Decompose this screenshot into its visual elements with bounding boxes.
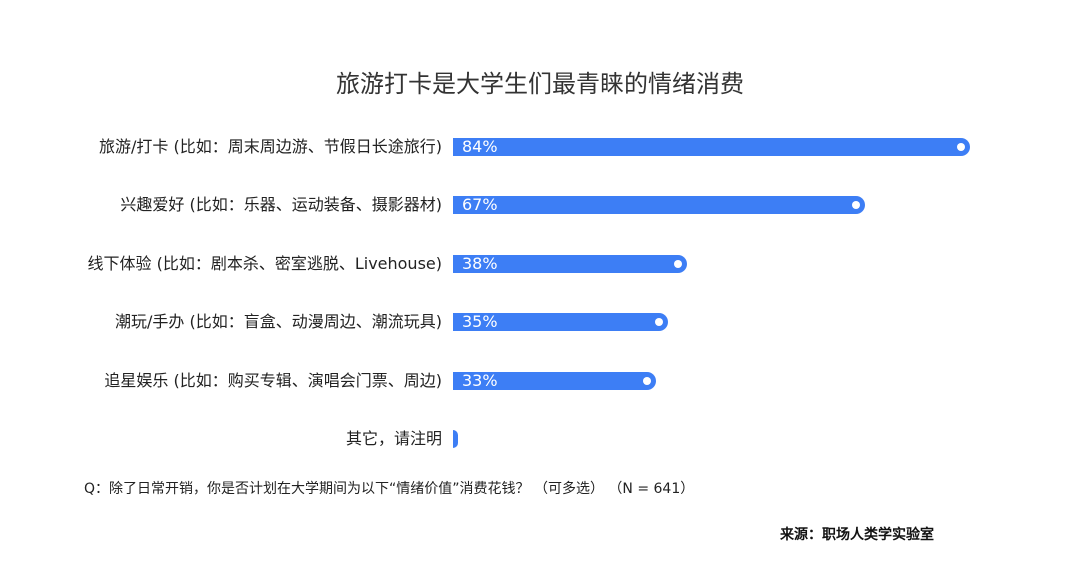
category-label: 潮玩/手办 (比如：盲盒、动漫周边、潮流玩具): [115, 312, 442, 332]
data-label: 84%: [462, 137, 498, 156]
category-label: 线下体验 (比如：剧本杀、密室逃脱、Livehouse): [87, 253, 443, 273]
bar-row: 其它，请注明: [0, 429, 1080, 449]
bar-row: 潮玩/手办 (比如：盲盒、动漫周边、潮流玩具) 35%: [0, 312, 1080, 332]
bar: 33%: [453, 370, 657, 390]
data-label: 35%: [462, 312, 498, 332]
category-label: 其它，请注明: [345, 429, 442, 448]
data-label: 33%: [462, 370, 498, 390]
category-label: 兴趣爱好 (比如：乐器、运动装备、摄影器材): [120, 195, 442, 215]
question-note: Q：除了日常开销，你是否计划在大学期间为以下“情绪价值”消费花钱？ （可多选） …: [84, 481, 695, 497]
bar: 84%: [453, 138, 970, 156]
bar: [453, 430, 458, 448]
bar-end-dot: [852, 201, 861, 210]
bar-row: 追星娱乐 (比如：购买专辑、演唱会门票、周边) 33%: [0, 371, 1080, 391]
data-label: 67%: [462, 195, 498, 215]
bar-end-dot: [673, 259, 682, 268]
bar: 67%: [453, 195, 866, 215]
bar-row: 线下体验 (比如：剧本杀、密室逃脱、Livehouse) 38%: [0, 254, 1080, 274]
bar-row: 旅游/打卡 (比如：周末周边游、节假日长途旅行) 84%: [0, 137, 1080, 157]
bar-end-dot: [643, 376, 652, 385]
chart-title: 旅游打卡是大学生们最青睐的情绪消费: [336, 70, 744, 98]
bar: 35%: [453, 312, 669, 332]
bar-end-dot: [655, 318, 664, 327]
category-label: 追星娱乐 (比如：购买专辑、演唱会门票、周边): [104, 370, 442, 390]
data-label: 38%: [462, 253, 498, 273]
bar-end-dot: [957, 143, 965, 151]
category-label: 旅游/打卡 (比如：周末周边游、节假日长途旅行): [99, 137, 442, 156]
bar: 38%: [453, 253, 687, 273]
source-note: 来源：职场人类学实验室: [780, 527, 934, 543]
bar-row: 兴趣爱好 (比如：乐器、运动装备、摄影器材) 67%: [0, 195, 1080, 215]
